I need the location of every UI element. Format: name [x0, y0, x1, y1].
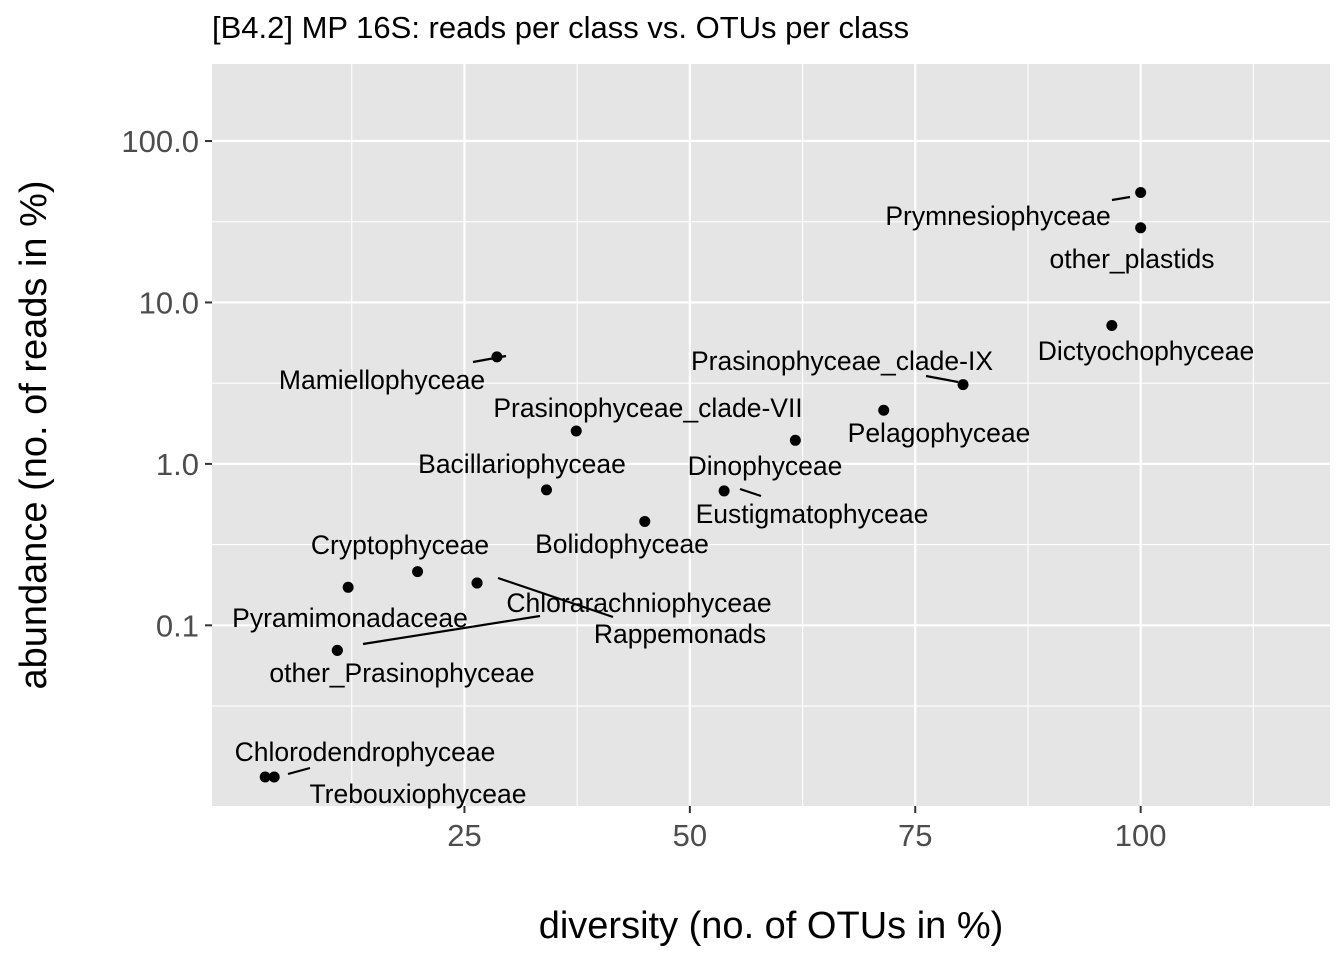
- point-label: Pelagophyceae: [848, 418, 1031, 448]
- point-label: Mamiellophyceae: [279, 365, 485, 395]
- y-tick-label: 10.0: [139, 285, 199, 320]
- point-label: other_plastids: [1050, 244, 1215, 274]
- data-point: [471, 577, 483, 589]
- x-tick-label: 75: [898, 818, 932, 853]
- data-point: [1135, 186, 1147, 198]
- label-connector: [1111, 195, 1131, 202]
- x-axis-title: diversity (no. of OTUs in %): [539, 905, 1004, 947]
- label-connector: [497, 576, 614, 619]
- point-label: Chlorarachniophyceae: [506, 588, 771, 618]
- point-label: Rappemonads: [594, 619, 766, 649]
- data-point: [259, 771, 271, 783]
- plot-panel: [212, 64, 1330, 806]
- y-tick-label: 1.0: [156, 447, 199, 482]
- data-point: [491, 351, 503, 363]
- data-point: [957, 379, 969, 391]
- data-point: [718, 485, 730, 497]
- x-tick-label: 100: [1115, 818, 1167, 853]
- label-connector: [925, 374, 959, 384]
- x-tick-label: 25: [447, 818, 481, 853]
- y-tick-label: 0.1: [156, 608, 199, 643]
- label-connectors: [287, 195, 1131, 776]
- grid-lines: [212, 64, 1330, 806]
- point-label: Eustigmatophyceae: [696, 499, 929, 529]
- x-tick-label: 50: [673, 818, 707, 853]
- point-label: Trebouxiophyceae: [309, 779, 526, 809]
- point-label: Bacillariophyceae: [418, 449, 626, 479]
- point-label: Cryptophyceae: [311, 530, 489, 560]
- y-tick-label: 100.0: [121, 124, 199, 159]
- chart-title: [B4.2] MP 16S: reads per class vs. OTUs …: [212, 10, 909, 45]
- data-point: [1106, 319, 1118, 331]
- data-point: [268, 771, 280, 783]
- data-point: [540, 484, 552, 496]
- data-point: [639, 515, 651, 527]
- data-point: [1135, 222, 1147, 234]
- label-connector: [287, 766, 311, 776]
- point-labels: Prymnesiophyceae other_plastids Dictyochop…: [232, 201, 1254, 809]
- label-connector: [739, 487, 762, 498]
- axes: 25 50 75 100 0.1 1.0 10.0 100.0: [121, 124, 1166, 853]
- y-axis-title: abundance (no. of reads in %): [13, 180, 55, 689]
- data-point: [878, 404, 890, 416]
- label-connector: [362, 614, 541, 646]
- point-label: Pyramimonadaceae: [232, 603, 468, 633]
- point-label: Prasinophyceae_clade-IX: [691, 346, 993, 376]
- data-points: [259, 186, 1147, 783]
- data-point: [412, 566, 424, 578]
- point-label: Prasinophyceae_clade-VII: [493, 393, 802, 423]
- data-point: [342, 581, 354, 593]
- point-label: other_Prasinophyceae: [269, 658, 534, 688]
- point-label: Prymnesiophyceae: [885, 201, 1110, 231]
- point-label: Chlorodendrophyceae: [235, 737, 496, 767]
- point-label: Dictyochophyceae: [1038, 336, 1255, 366]
- data-point: [331, 644, 343, 656]
- point-label: Dinophyceae: [688, 451, 843, 481]
- data-point: [789, 434, 801, 446]
- data-point: [570, 425, 582, 437]
- point-label: Bolidophyceae: [535, 529, 709, 559]
